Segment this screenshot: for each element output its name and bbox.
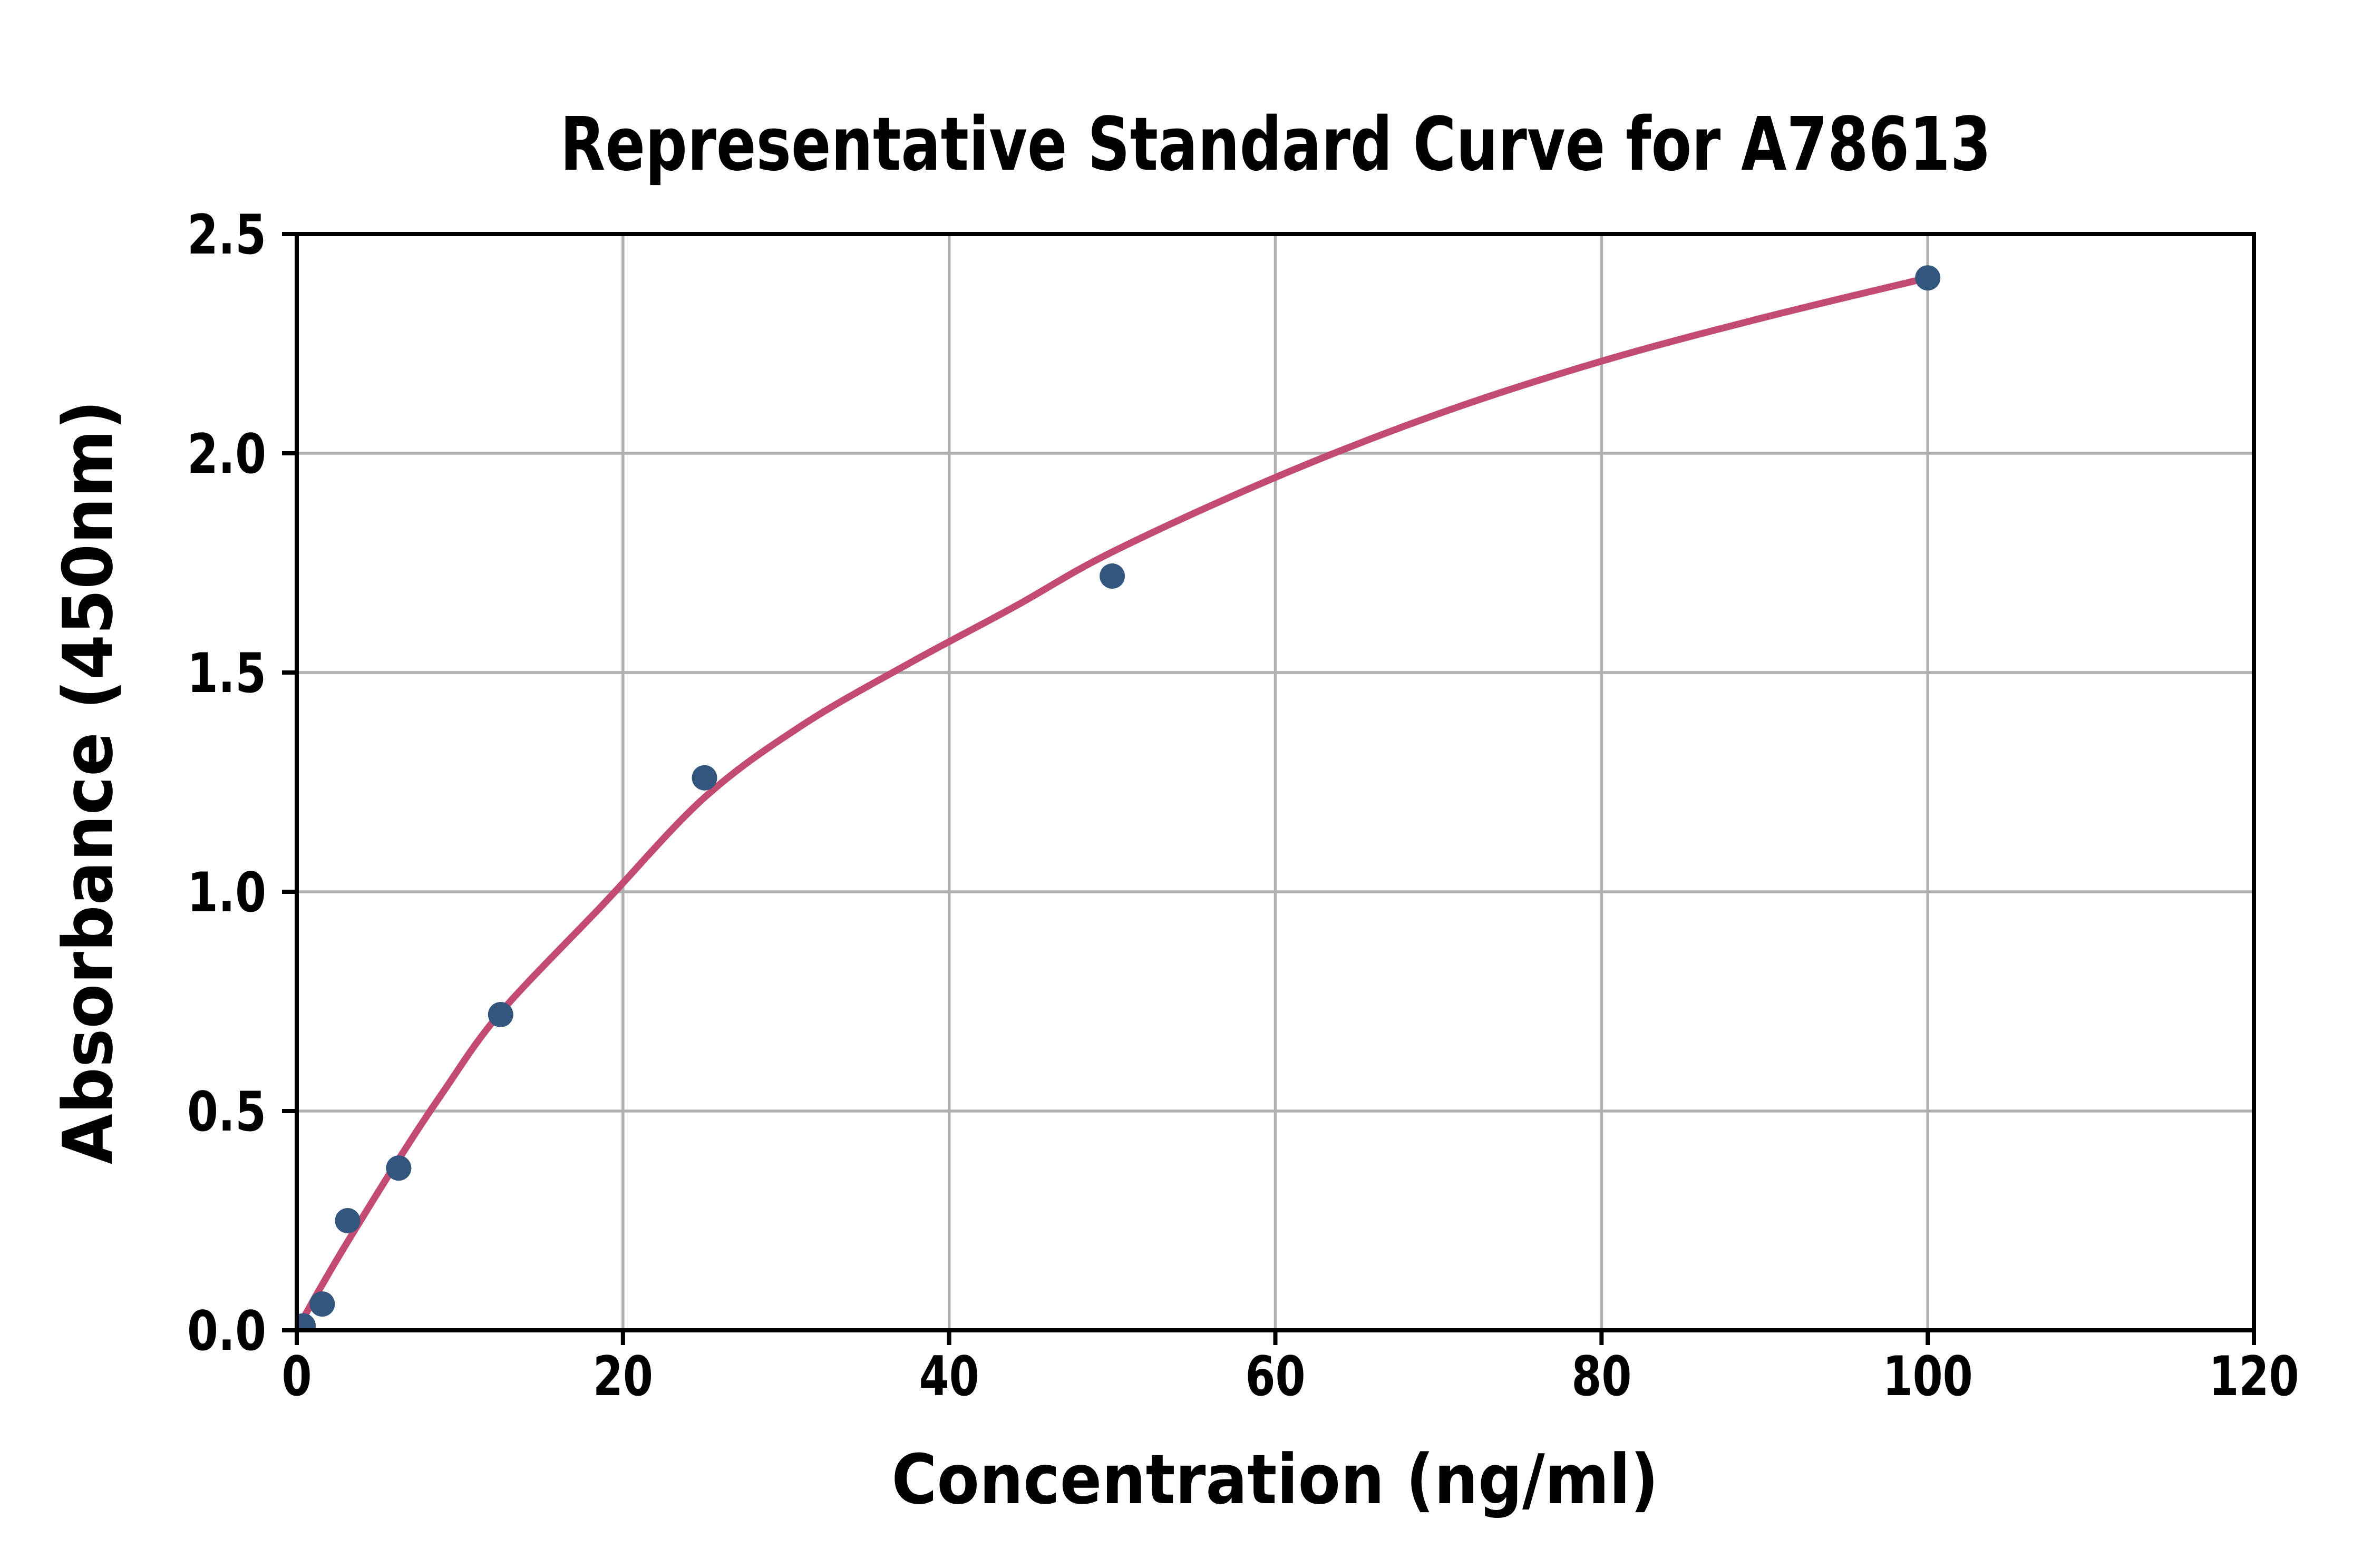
x-tick-label: 80 — [1571, 1345, 1631, 1408]
data-point — [488, 1002, 513, 1027]
data-point — [297, 1313, 316, 1330]
y-tick-label: 2.0 — [187, 423, 266, 486]
data-points — [297, 265, 1941, 1330]
x-tick-label: 120 — [2209, 1345, 2299, 1408]
data-point — [1915, 265, 1941, 291]
x-tick-label: 40 — [919, 1345, 979, 1408]
x-tick-label: 60 — [1246, 1345, 1306, 1408]
y-tick-label: 1.5 — [187, 642, 266, 705]
data-point — [692, 765, 717, 791]
y-tick-label: 0.0 — [187, 1300, 266, 1363]
x-axis-label: Concentration (ng/ml) — [892, 1439, 1659, 1520]
y-tick-label: 1.0 — [187, 861, 266, 924]
data-point — [1100, 563, 1125, 589]
x-tick-label: 100 — [1883, 1345, 1973, 1408]
data-point — [335, 1208, 361, 1233]
y-tick-label: 2.5 — [187, 203, 266, 267]
data-point — [386, 1155, 412, 1181]
x-tick-label: 20 — [593, 1345, 653, 1408]
y-axis-label: Absorbance (450nm) — [48, 400, 128, 1164]
tick-labels: 0 20 40 60 80 100 120 0.0 0.5 1.0 1.5 2.0 2.5 — [187, 203, 2299, 1408]
data-point — [309, 1291, 335, 1317]
chart-title: Representative Standard Curve for A78613 — [560, 102, 1991, 188]
x-tick-label: 0 — [282, 1345, 312, 1408]
y-tick-label: 0.5 — [187, 1080, 266, 1144]
axis-ticks — [282, 232, 2256, 1345]
